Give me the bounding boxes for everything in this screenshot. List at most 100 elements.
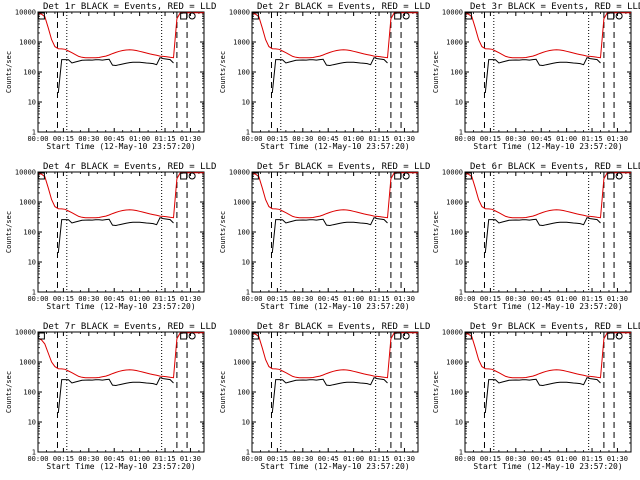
circle-marker	[188, 12, 196, 20]
y-axis-label: Counts/sec	[5, 51, 13, 93]
y-axis-label: Counts/sec	[432, 51, 440, 93]
x-tick-label: 00:00	[454, 295, 475, 303]
y-tick-label: 1	[459, 289, 463, 297]
square-marker	[394, 12, 402, 20]
plot-frame	[464, 171, 632, 293]
lld-series-line	[252, 332, 418, 379]
x-tick-label: 00:45	[104, 295, 125, 303]
y-tick-label: 10	[28, 99, 36, 107]
panel-7: Det 7r BLACK = Events, RED = LLD 1 10 100 10…	[5, 322, 216, 471]
x-tick-label: 00:45	[104, 135, 125, 143]
x-tick-label: 00:30	[292, 455, 313, 463]
x-tick-label: 01:30	[394, 135, 415, 143]
circle-marker	[188, 332, 196, 340]
square-marker	[37, 172, 45, 180]
y-tick-label: 1	[459, 449, 463, 457]
x-tick-label: 01:15	[155, 135, 176, 143]
x-tick-label: 00:00	[27, 455, 48, 463]
x-tick-label: 00:45	[531, 295, 552, 303]
y-tick-label: 1000	[446, 359, 463, 367]
y-tick-label: 1000	[19, 199, 36, 207]
y-tick-label: 10	[28, 419, 36, 427]
square-marker	[464, 172, 472, 180]
x-tick-label: 00:00	[241, 295, 262, 303]
plot-frame	[37, 331, 205, 453]
plot-frame	[251, 171, 419, 293]
x-axis-label: Start Time (12-May-10 23:57:20)	[260, 302, 409, 311]
y-tick-label: 10	[455, 419, 463, 427]
panel-4: Det 4r BLACK = Events, RED = LLD 1 10 100 10…	[5, 162, 216, 311]
y-tick-label: 100	[237, 69, 250, 77]
panel-1: Det 1r BLACK = Events, RED = LLD 1 10 100 10…	[5, 2, 216, 151]
y-tick-label: 10000	[442, 9, 463, 17]
lld-series-line	[252, 172, 418, 219]
x-tick-label: 00:45	[318, 295, 339, 303]
panel-9: Det 9r BLACK = Events, RED = LLD 1 10 100 10…	[432, 322, 640, 471]
x-axis-label: Start Time (12-May-10 23:57:20)	[260, 462, 409, 471]
circle-marker	[402, 332, 410, 340]
x-tick-label: 01:30	[607, 455, 628, 463]
x-tick-label: 00:15	[53, 455, 74, 463]
panel-title: Det 2r BLACK = Events, RED = LLD	[257, 2, 430, 12]
y-axis-label: Counts/sec	[5, 371, 13, 413]
panel-6: Det 6r BLACK = Events, RED = LLD 1 10 100 10…	[432, 162, 640, 311]
square-marker	[251, 12, 259, 20]
lld-series-line	[38, 332, 204, 379]
x-tick-label: 01:00	[343, 135, 364, 143]
x-tick-label: 01:30	[394, 455, 415, 463]
y-tick-label: 10	[242, 99, 250, 107]
square-marker	[394, 172, 402, 180]
square-marker	[180, 332, 188, 340]
y-tick-label: 100	[450, 229, 463, 237]
y-tick-label: 1000	[19, 39, 36, 47]
x-tick-label: 00:45	[531, 455, 552, 463]
circle-marker	[402, 172, 410, 180]
y-axis-label: Counts/sec	[5, 211, 13, 253]
y-tick-label: 1	[459, 129, 463, 137]
events-series-line	[271, 377, 388, 414]
y-tick-label: 10	[242, 259, 250, 267]
circle-marker	[615, 172, 623, 180]
square-marker	[607, 12, 615, 20]
x-tick-label: 00:30	[505, 135, 526, 143]
events-series-line	[57, 57, 174, 94]
panel-3: Det 3r BLACK = Events, RED = LLD 1 10 100 10…	[432, 2, 640, 151]
x-tick-label: 01:00	[556, 295, 577, 303]
x-tick-label: 00:15	[267, 455, 288, 463]
lld-series-line	[38, 12, 204, 59]
y-tick-label: 100	[450, 69, 463, 77]
panel-title: Det 5r BLACK = Events, RED = LLD	[257, 162, 430, 172]
plot-frame	[251, 11, 419, 133]
panel-title: Det 1r BLACK = Events, RED = LLD	[43, 2, 216, 12]
x-tick-label: 00:00	[27, 295, 48, 303]
y-tick-label: 10	[28, 259, 36, 267]
y-tick-label: 100	[237, 389, 250, 397]
x-tick-label: 01:15	[155, 455, 176, 463]
x-tick-label: 00:30	[78, 295, 99, 303]
events-series-line	[271, 57, 388, 94]
panel-8: Det 8r BLACK = Events, RED = LLD 1 10 100 10…	[219, 322, 430, 471]
x-tick-label: 01:15	[582, 135, 603, 143]
y-axis-label: Counts/sec	[219, 211, 227, 253]
x-tick-label: 00:30	[505, 295, 526, 303]
y-tick-label: 10000	[229, 169, 250, 177]
x-tick-label: 01:15	[155, 295, 176, 303]
x-tick-label: 00:45	[104, 455, 125, 463]
x-tick-label: 00:15	[53, 135, 74, 143]
y-tick-label: 10000	[15, 329, 36, 337]
square-marker	[251, 172, 259, 180]
x-tick-label: 01:15	[582, 455, 603, 463]
plot-frame	[37, 171, 205, 293]
panel-title: Det 6r BLACK = Events, RED = LLD	[470, 162, 640, 172]
y-tick-label: 1000	[19, 359, 36, 367]
x-tick-label: 01:15	[369, 455, 390, 463]
y-tick-label: 1000	[233, 359, 250, 367]
panel-title: Det 7r BLACK = Events, RED = LLD	[43, 322, 216, 332]
x-axis-label: Start Time (12-May-10 23:57:20)	[46, 302, 195, 311]
square-marker	[37, 332, 45, 340]
y-tick-label: 10000	[442, 329, 463, 337]
events-series-line	[484, 217, 601, 254]
y-tick-label: 1000	[446, 39, 463, 47]
events-series-line	[484, 377, 601, 414]
x-tick-label: 00:45	[531, 135, 552, 143]
